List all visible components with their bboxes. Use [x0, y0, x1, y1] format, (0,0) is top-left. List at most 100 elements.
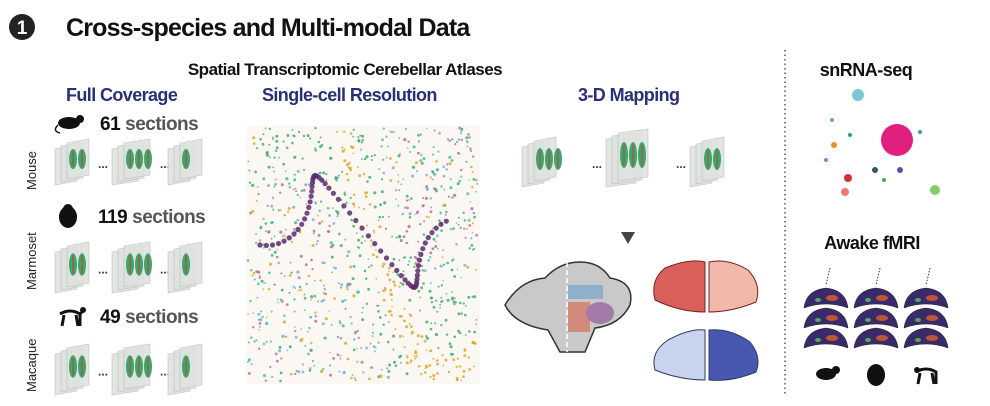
cell-dot — [446, 163, 449, 166]
cell-dot — [328, 224, 331, 228]
cell-dot — [277, 301, 279, 304]
cell-dot — [467, 133, 470, 136]
cell-dot — [429, 176, 432, 179]
cell-dot — [431, 227, 435, 230]
cell-dot — [451, 291, 453, 293]
cell-dot — [250, 269, 253, 272]
cell-dot — [352, 203, 355, 206]
cell-dot — [300, 328, 303, 330]
cell-dot — [278, 156, 280, 159]
cell-dot — [251, 274, 254, 277]
cell-dot — [457, 216, 460, 219]
cell-dot — [442, 249, 445, 252]
cell-dot — [328, 214, 331, 217]
cell-dot — [460, 138, 463, 141]
cell-dot — [304, 183, 308, 186]
single-cell-dots — [246, 126, 478, 383]
cell-dot — [264, 282, 267, 284]
cell-dot — [288, 274, 292, 277]
cell-dot — [357, 238, 360, 242]
cell-dot — [314, 319, 318, 323]
cell-dot — [381, 138, 384, 142]
marmoset-icon — [867, 364, 885, 386]
purkinje-cell — [415, 268, 421, 274]
cell-dot — [265, 321, 269, 326]
cell-dot — [354, 330, 357, 334]
umap-cluster — [852, 89, 864, 101]
cell-dot — [274, 183, 277, 186]
cell-dot — [433, 187, 437, 191]
umap-cluster — [881, 124, 913, 156]
cell-dot — [372, 229, 375, 232]
cell-dot — [457, 312, 461, 316]
cell-dot — [322, 171, 326, 175]
cell-dot — [365, 346, 369, 350]
ellipsis: ... — [160, 263, 170, 277]
cell-dot — [309, 315, 313, 319]
cell-dot — [394, 198, 397, 201]
cell-dot — [437, 285, 440, 288]
cell-dot — [449, 178, 452, 181]
cell-dot — [402, 178, 405, 180]
ellipsis: ... — [98, 157, 108, 171]
mouse-body — [816, 368, 836, 380]
cell-dot — [391, 305, 393, 308]
cell-dot — [429, 349, 433, 353]
cell-dot — [425, 364, 429, 368]
purkinje-cell — [425, 235, 431, 241]
cell-dot — [334, 176, 338, 179]
cell-dot — [434, 240, 437, 243]
cell-dot — [405, 372, 409, 376]
cell-dot — [432, 305, 436, 309]
cell-dot — [300, 189, 304, 193]
fmri-activation — [865, 298, 871, 302]
cell-dot — [278, 349, 282, 353]
cell-dot — [283, 214, 286, 217]
cell-dot — [425, 320, 429, 324]
cell-dot — [452, 227, 455, 231]
cell-dot — [439, 264, 443, 268]
cell-dot — [287, 210, 290, 213]
fmri-maps — [803, 267, 949, 386]
cell-dot — [475, 323, 477, 325]
cell-dot — [265, 151, 269, 154]
cell-dot — [392, 257, 396, 261]
cell-dot — [312, 229, 316, 233]
purkinje-cell — [414, 272, 420, 278]
cell-dot — [395, 161, 398, 164]
cell-dot — [420, 161, 424, 165]
cell-dot — [471, 248, 474, 251]
cell-dot — [448, 162, 452, 166]
cell-dot — [270, 237, 273, 240]
cell-dot — [417, 134, 420, 137]
cell-dot — [345, 284, 349, 288]
cerebellum-parcellation-render — [504, 261, 632, 353]
cell-dot — [387, 215, 390, 218]
cell-dot — [458, 126, 462, 130]
cell-dot — [446, 138, 450, 141]
cell-dot — [343, 130, 346, 133]
cell-dot — [375, 249, 377, 252]
cell-dot — [247, 160, 250, 163]
cell-dot — [434, 245, 438, 249]
cell-dot — [397, 180, 400, 183]
cell-dot — [457, 223, 460, 226]
cell-dot — [458, 152, 461, 155]
cell-dot — [410, 325, 413, 328]
cell-dot — [261, 315, 264, 319]
cell-dot — [467, 218, 471, 222]
cell-dot — [371, 335, 374, 337]
cell-dot — [360, 360, 364, 364]
cell-dot — [332, 207, 334, 209]
cell-dot — [404, 127, 408, 131]
cell-dot — [411, 165, 416, 169]
column-heading-full-coverage: Full Coverage — [66, 85, 178, 105]
cell-dot — [254, 241, 258, 245]
cell-dot — [365, 277, 368, 280]
cell-dot — [433, 267, 437, 270]
cell-dot — [269, 365, 272, 368]
cell-dot — [450, 268, 453, 272]
cell-dot — [407, 225, 411, 229]
cell-dot — [382, 127, 385, 130]
cell-dot — [363, 269, 367, 273]
